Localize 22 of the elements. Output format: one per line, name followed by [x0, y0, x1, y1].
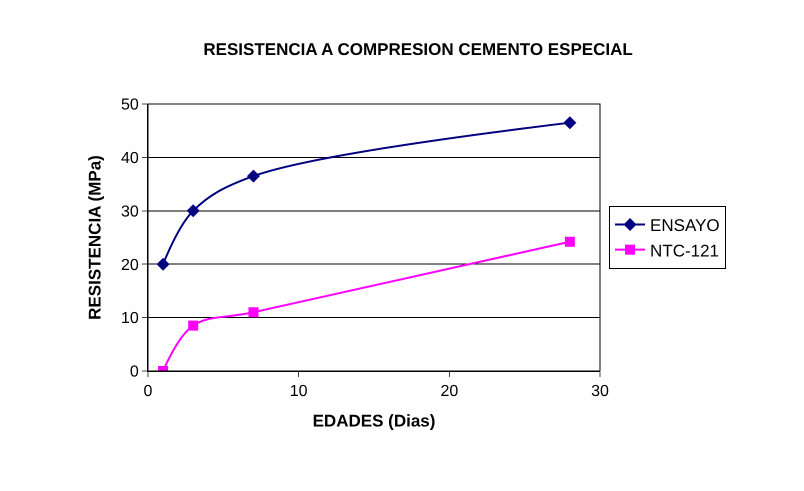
legend-label: ENSAYO	[650, 216, 720, 236]
y-tick-label: 30	[121, 203, 139, 220]
point	[248, 307, 258, 318]
x-tick-label: 20	[440, 383, 458, 400]
legend-label: NTC-121	[650, 241, 720, 260]
y-tick-label: 40	[121, 150, 139, 167]
y-tick-label: 10	[121, 310, 139, 328]
point	[186, 204, 200, 218]
point	[563, 116, 576, 130]
y-tick-label: 0	[130, 364, 139, 381]
chart-title: RESISTENCIA A COMPRESION CEMENTO ESPECIAL	[203, 40, 633, 60]
x-tick-label: 30	[591, 383, 609, 400]
y-tick-label: 20	[121, 256, 139, 274]
point	[156, 258, 170, 271]
y-tick-label: 50	[121, 96, 139, 114]
point	[246, 170, 260, 183]
point	[188, 320, 198, 331]
x-tick-label: 10	[290, 383, 308, 400]
x-tick-label: 0	[144, 383, 153, 400]
y-axis-title: RESISTENCIA (MPa)	[86, 155, 105, 320]
point	[564, 236, 575, 247]
x-axis-title: EDADES (Dias)	[312, 412, 436, 431]
